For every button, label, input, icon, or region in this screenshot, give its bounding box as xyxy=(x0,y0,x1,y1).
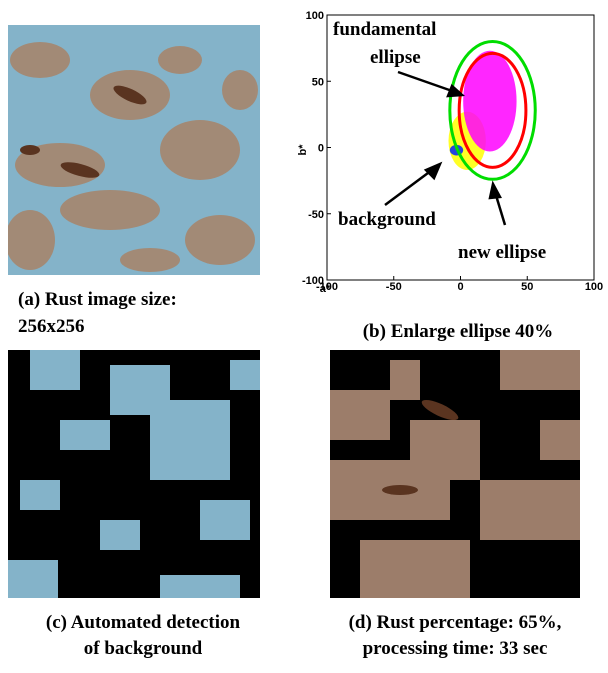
x-tick-label: 0 xyxy=(457,281,463,293)
y-tick-label: 100 xyxy=(306,10,324,22)
caption: processing time: 33 sec xyxy=(363,638,548,659)
caption: (c) Automated detection xyxy=(46,612,241,633)
annotation: background xyxy=(338,209,436,230)
background-image xyxy=(8,350,260,598)
annotation: fundamental xyxy=(333,19,436,40)
x-tick-label: -50 xyxy=(386,281,402,293)
caption: (b) Enlarge ellipse 40% xyxy=(363,321,554,342)
annotation: new ellipse xyxy=(458,242,546,263)
caption: of background xyxy=(84,638,203,659)
rust-image xyxy=(5,25,260,275)
y-tick-label: 0 xyxy=(318,143,324,155)
caption: (a) Rust image size: xyxy=(18,289,177,310)
y-axis-label: b* xyxy=(297,144,309,156)
x-tick-label: 50 xyxy=(521,281,533,293)
y-tick-label: 50 xyxy=(312,76,324,88)
annotation: ellipse xyxy=(370,47,421,68)
y-tick-label: -50 xyxy=(308,209,324,221)
figure: -100-50050100-100-50050100 fundamental e… xyxy=(0,0,608,668)
x-axis-label: a* xyxy=(320,283,331,295)
caption: 256x256 xyxy=(18,316,85,337)
rust-detected-image xyxy=(330,350,580,598)
caption: (d) Rust percentage: 65%, xyxy=(349,612,562,633)
x-tick-label: 100 xyxy=(585,281,603,293)
